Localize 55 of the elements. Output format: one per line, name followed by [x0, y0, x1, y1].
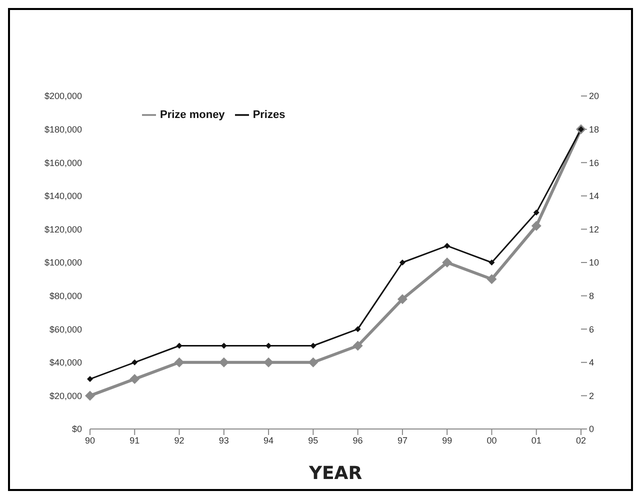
- y-tick-label: $0: [72, 424, 82, 434]
- point: [85, 390, 95, 401]
- x-tick-label: 90: [84, 435, 96, 446]
- x-tick-label: 01: [531, 435, 542, 446]
- y2-tick-label: 16: [589, 158, 600, 168]
- y2-tick-label: 12: [589, 224, 600, 234]
- point: [399, 260, 406, 266]
- point: [308, 357, 318, 368]
- x-tick-label: 02: [576, 435, 586, 446]
- x-tick-label: 94: [264, 435, 274, 446]
- point: [354, 326, 361, 332]
- y2-tick-label: 6: [589, 324, 594, 334]
- y2-tick-label: 20: [589, 91, 600, 102]
- point: [486, 274, 497, 284]
- y-tick-label: $200,000: [44, 91, 82, 102]
- y-tick-label: $160,000: [44, 158, 82, 168]
- y-tick-label: $20,000: [49, 390, 82, 401]
- y2-tick-label: 10: [589, 258, 600, 268]
- point: [174, 357, 184, 368]
- x-tick-label: 97: [397, 435, 408, 446]
- y-tick-label: $80,000: [49, 290, 82, 301]
- x-tick-label: 91: [130, 435, 140, 446]
- y2-tick-label: 14: [589, 191, 600, 202]
- y2-tick-label: 18: [589, 124, 600, 134]
- y2-tick-label: 4: [589, 358, 594, 368]
- point: [442, 258, 452, 268]
- point: [533, 210, 540, 216]
- point: [531, 220, 542, 231]
- point: [264, 357, 274, 368]
- point: [132, 359, 138, 366]
- y-tick-label: $180,000: [44, 124, 82, 134]
- y-tick-label: $120,000: [44, 224, 82, 234]
- point: [488, 260, 495, 266]
- legend-label: Prizes: [252, 108, 286, 121]
- legend-label: Prize money: [160, 108, 225, 121]
- x-axis-title: YEAR: [308, 463, 362, 484]
- y2-tick-label: 8: [589, 290, 594, 301]
- x-tick-label: 00: [486, 435, 497, 446]
- y-tick-label: $140,000: [44, 191, 82, 202]
- point: [130, 374, 140, 384]
- x-tick-label: 92: [174, 435, 184, 446]
- y-tick-label: $100,000: [44, 258, 82, 268]
- x-tick-label: 93: [218, 435, 229, 446]
- y-tick-label: $60,000: [49, 324, 82, 334]
- point: [397, 294, 408, 304]
- y2-tick-label: 2: [589, 390, 594, 401]
- point: [218, 357, 229, 368]
- y-tick-label: $40,000: [49, 358, 82, 368]
- x-tick-label: 95: [308, 435, 318, 446]
- x-tick-label: 99: [442, 435, 452, 446]
- point: [444, 242, 450, 249]
- x-tick-label: 96: [352, 435, 363, 446]
- y2-tick-label: 0: [589, 424, 594, 434]
- point: [87, 376, 93, 382]
- point: [352, 340, 363, 351]
